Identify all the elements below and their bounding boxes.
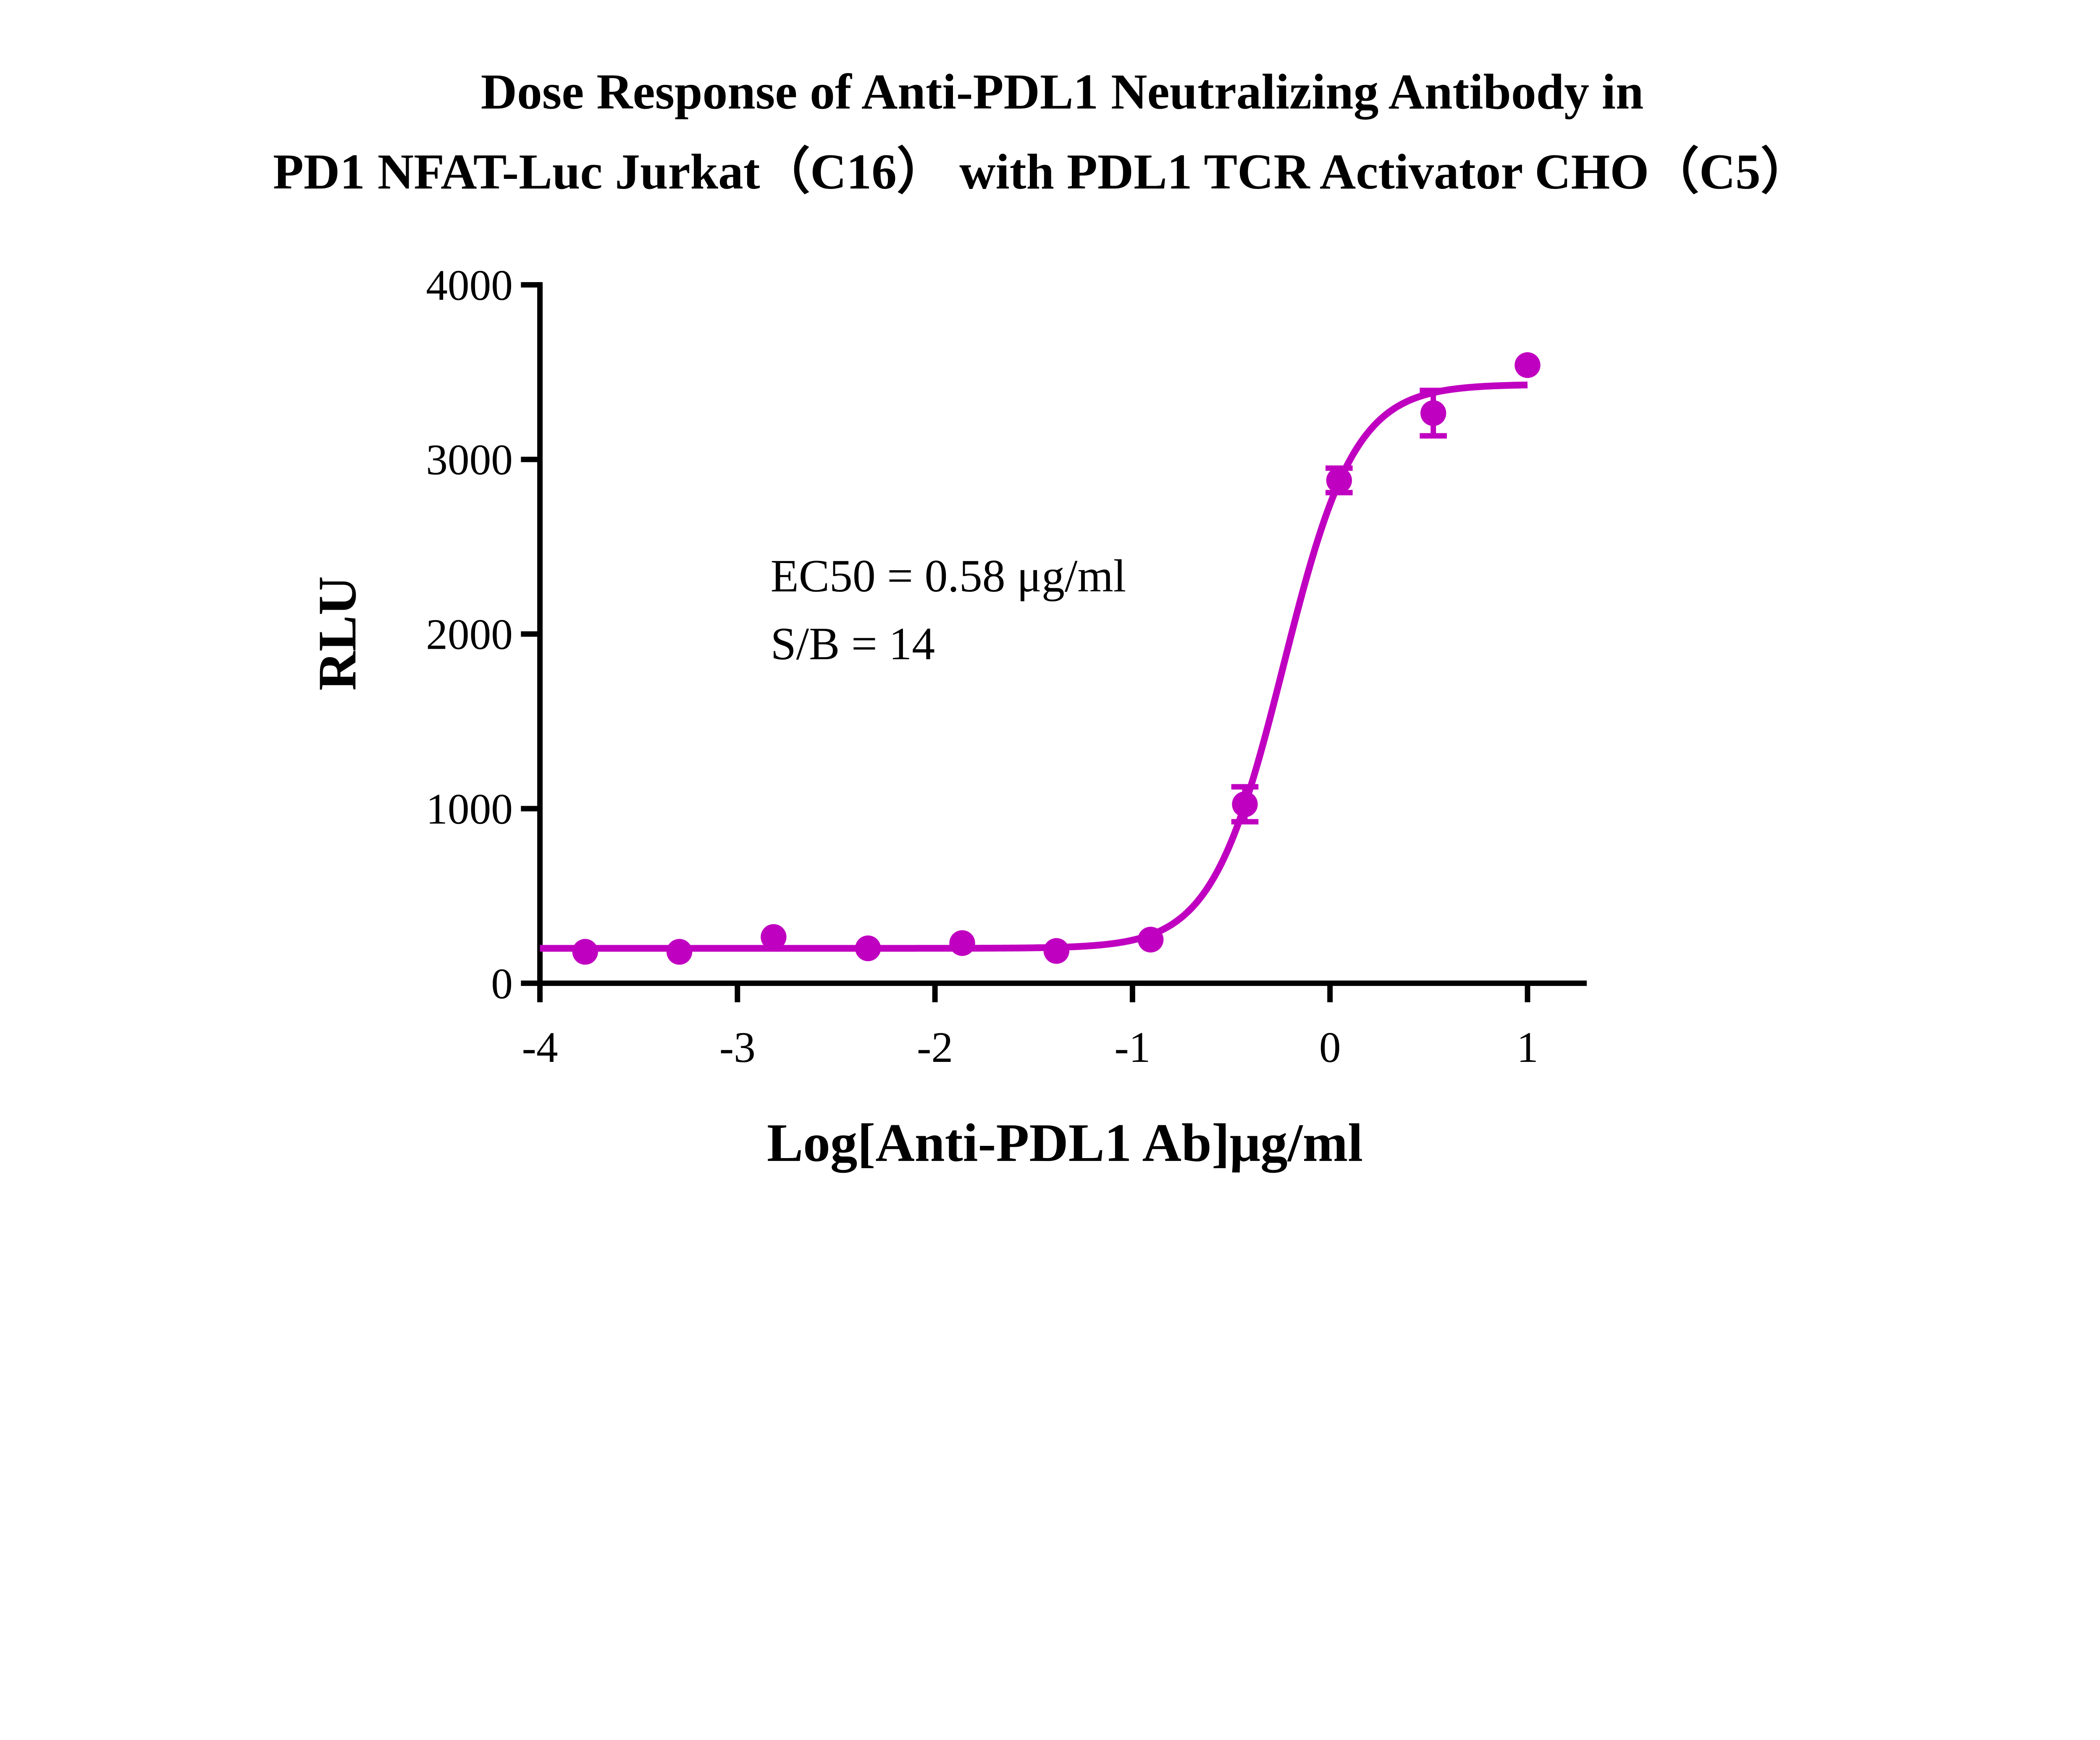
x-tick-label: -1 [1114, 1024, 1150, 1072]
y-tick-label: 0 [491, 960, 513, 1008]
x-tick-label: 0 [1319, 1024, 1341, 1072]
axes: -4 -3 -2 -1 0 1 0 1000 2000 3000 4000 [426, 262, 1587, 1072]
y-tick-label: 4000 [426, 262, 513, 309]
x-tick-label: 1 [1517, 1024, 1538, 1072]
data-point [1420, 400, 1446, 426]
chart-title-line-1: Dose Response of Anti-PDL1 Neutralizing … [481, 64, 1644, 119]
x-tick-label: -4 [522, 1024, 558, 1072]
data-point [1232, 791, 1258, 818]
sb-annotation: S/B = 14 [771, 618, 935, 669]
data-point [855, 935, 881, 962]
ec50-annotation: EC50 = 0.58 μg/ml [771, 550, 1126, 601]
y-tick-label: 3000 [426, 436, 513, 484]
data-point [1043, 938, 1070, 964]
y-tick-label: 1000 [426, 785, 513, 833]
x-tick-label: -3 [719, 1024, 756, 1072]
x-axis-label: Log[Anti-PDL1 Ab]μg/ml [767, 1113, 1363, 1173]
fit-curve-group [540, 381, 1528, 952]
y-axis-label: RLU [307, 576, 367, 691]
fit-curve [540, 381, 1528, 952]
data-point [1326, 467, 1352, 493]
chart-title-line-2: PD1 NFAT-Luc Jurkat（C16） with PDL1 TCR A… [273, 144, 1811, 199]
data-point [1515, 352, 1541, 378]
x-tick-label: -2 [917, 1024, 953, 1072]
data-point [1137, 927, 1164, 953]
data-point [949, 930, 975, 956]
data-points-group [572, 352, 1541, 965]
chart: Dose Response of Anti-PDL1 Neutralizing … [273, 64, 1811, 1173]
y-tick-label: 2000 [426, 611, 513, 659]
data-point [572, 939, 598, 965]
data-point [761, 924, 787, 950]
data-point [666, 939, 693, 965]
